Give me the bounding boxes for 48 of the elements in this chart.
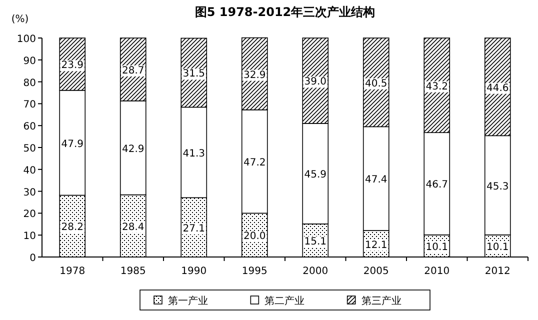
data-label: 10.1 (486, 242, 509, 253)
data-label: 44.6 (486, 82, 509, 94)
y-tick-label: 80 (23, 78, 36, 89)
data-label: 32.9 (243, 70, 266, 81)
x-tick-label: 1995 (242, 266, 268, 277)
y-axis-title: (%) (11, 14, 29, 25)
legend-label: 第二产业 (264, 295, 305, 307)
data-label: 23.9 (61, 60, 84, 72)
data-label: 46.7 (426, 180, 448, 191)
data-label: 27.1 (182, 223, 206, 234)
chart-title: 图5 1978-2012年三次产业结构 (194, 5, 376, 19)
data-label: 15.1 (304, 236, 327, 248)
x-tick-label: 1990 (181, 266, 207, 277)
legend-label: 第三产业 (361, 295, 402, 307)
y-tick-label: 90 (23, 56, 36, 67)
data-label: 31.5 (182, 68, 206, 80)
data-label: 40.5 (364, 78, 388, 90)
data-label: 42.9 (122, 144, 144, 155)
x-tick-label: 2010 (424, 266, 450, 277)
data-label: 47.9 (61, 138, 84, 150)
y-tick-label: 40 (23, 165, 36, 176)
x-tick-label: 1985 (120, 266, 146, 277)
x-tick-label: 2005 (363, 266, 389, 277)
x-tick-label: 2012 (484, 266, 510, 277)
data-label: 20.0 (243, 231, 266, 242)
data-label: 10.1 (426, 242, 448, 253)
y-tick-label: 20 (23, 209, 36, 220)
legend-label: 第一产业 (168, 295, 208, 307)
data-label: 41.3 (182, 148, 206, 160)
data-label: 43.2 (426, 81, 448, 92)
y-tick-label: 70 (23, 100, 36, 111)
data-label: 45.9 (304, 170, 327, 181)
y-tick-label: 100 (16, 34, 36, 45)
data-label: 39.0 (304, 76, 327, 88)
data-label: 47.2 (243, 158, 266, 169)
data-label: 28.4 (122, 222, 144, 233)
data-label: 28.2 (61, 222, 84, 234)
y-tick-label: 50 (23, 144, 36, 154)
y-tick-label: 10 (23, 231, 36, 242)
y-tick-label: 60 (23, 122, 36, 133)
data-label: 47.4 (364, 174, 388, 186)
x-tick-label: 1978 (60, 266, 86, 277)
data-label: 28.7 (122, 65, 144, 76)
y-tick-label: 0 (30, 253, 36, 264)
data-label: 12.1 (364, 240, 388, 251)
y-tick-label: 30 (23, 187, 36, 198)
x-tick-label: 2000 (302, 266, 328, 277)
data-label: 45.3 (486, 181, 509, 192)
